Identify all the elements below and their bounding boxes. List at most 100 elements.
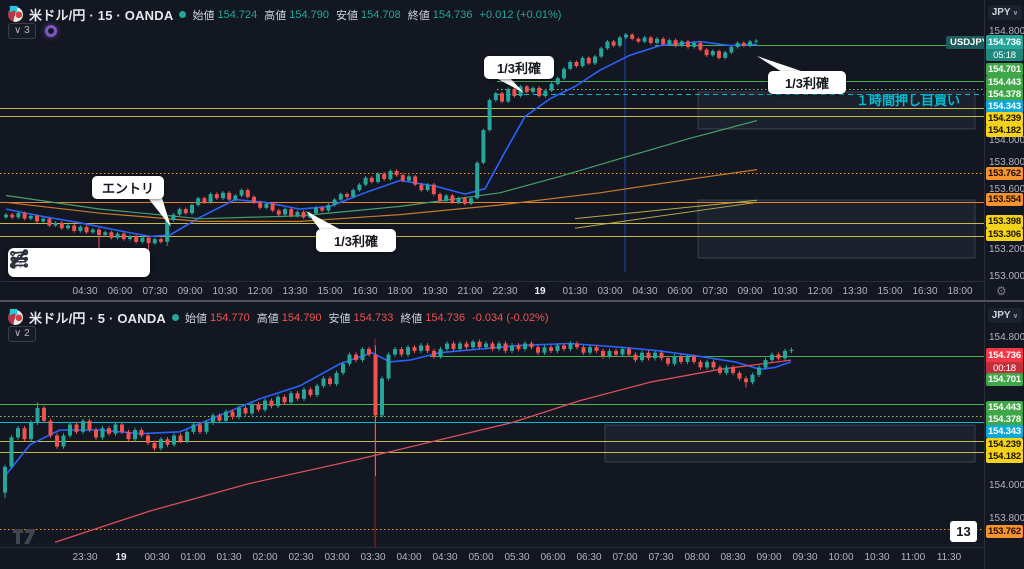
time-tick-label: 07:30 <box>648 552 674 563</box>
candle-body <box>230 411 235 418</box>
candle-body <box>120 424 124 432</box>
price-chart-5m[interactable] <box>0 303 984 547</box>
trend-line-tool-icon[interactable] <box>9 249 48 275</box>
candle-body <box>245 190 250 197</box>
candle-body <box>419 184 424 191</box>
candle-body <box>87 420 92 430</box>
time-tick-label: 19:30 <box>422 286 448 297</box>
horizontal-rays-tool-icon[interactable] <box>10 250 146 275</box>
candle-body <box>183 209 188 214</box>
price-chart-15m[interactable] <box>0 0 984 281</box>
annotation-callout[interactable]: 1/3利確 <box>316 229 396 252</box>
candle-body <box>42 407 46 421</box>
callout-pointer <box>148 198 171 227</box>
candle-body <box>152 239 157 244</box>
currency-unit-button[interactable]: JPY ∨ <box>988 308 1022 323</box>
time-tick-label: 15:00 <box>877 286 903 297</box>
candle-body <box>611 41 616 46</box>
time-tick-label: 18:00 <box>387 286 413 297</box>
candle-body <box>648 37 653 43</box>
currency-unit-button[interactable]: JPY ∨ <box>988 5 1022 20</box>
horizontal-line-tool-icon[interactable] <box>10 251 121 275</box>
candle-body <box>171 214 176 221</box>
callout-pointer <box>496 78 524 93</box>
dip-buy-annotation[interactable]: １時間押し目買い <box>856 93 961 108</box>
price-scale-5m[interactable]: JPY ∨ 154.800 154.000 153.800 154.736 00:18 15… <box>984 303 1024 569</box>
price-tick-label: 154.000 <box>989 135 1024 146</box>
flag-icon[interactable] <box>8 308 19 319</box>
fib-retracement-tool-icon[interactable] <box>10 249 97 275</box>
time-tick-label: 07:30 <box>702 286 728 297</box>
candle-body <box>543 90 548 96</box>
symbol-title[interactable]: 米ドル/円 · 15 · OANDA <box>29 8 174 23</box>
candle-body <box>704 49 709 56</box>
time-tick-label: 18:00 <box>947 286 973 297</box>
annotation-callout[interactable]: 1/3利確 <box>484 56 554 79</box>
market-status-icon <box>179 11 187 18</box>
flag-icon[interactable] <box>8 5 19 16</box>
candle-body <box>4 214 8 218</box>
candle-body <box>735 42 740 47</box>
time-tick-label: 23:30 <box>72 552 98 563</box>
candle-body <box>744 378 748 383</box>
candle-body <box>256 404 261 410</box>
collapse-indicators-button[interactable]: ∨ 2 <box>8 326 36 342</box>
time-tick-label: 05:00 <box>468 552 494 563</box>
candle-body <box>74 424 79 432</box>
supply-demand-box[interactable] <box>697 199 976 259</box>
symbol-title[interactable]: 米ドル/円 · 5 · OANDA <box>29 311 167 326</box>
supply-demand-box[interactable] <box>604 424 976 463</box>
gear-icon[interactable]: ⚙ <box>996 284 1007 298</box>
time-tick-label: 01:00 <box>180 552 206 563</box>
candle-body <box>134 236 139 242</box>
trend-line[interactable] <box>574 201 758 229</box>
ohlc-value: 154.790 <box>289 8 329 21</box>
candle-body <box>438 349 443 357</box>
candle-body <box>178 435 183 441</box>
symbol-price-tag: USDJPY <box>946 36 984 49</box>
candle-body <box>66 225 70 229</box>
candle-body <box>741 42 746 46</box>
ohlc-value: 154.724 <box>217 8 258 21</box>
candle-body <box>380 378 384 416</box>
candle-body <box>484 343 488 348</box>
time-tick-label: 06:00 <box>667 286 693 297</box>
candle-body <box>78 226 83 231</box>
time-axis-5m[interactable]: 23:30 19 00:30 01:00 01:30 02:00 02:30 03:00 03:… <box>0 547 984 569</box>
candle-body <box>518 86 523 96</box>
candle-body <box>653 352 657 359</box>
candle-body <box>400 175 405 181</box>
time-axis-15m[interactable]: 04:30 06:00 07:30 09:00 10:30 12:00 13:30 15:00… <box>0 281 984 302</box>
chart-subheader-5m: ∨ 2 <box>8 326 36 342</box>
candle-body <box>630 34 635 39</box>
trend-line[interactable] <box>574 199 758 220</box>
candle-body <box>536 347 540 353</box>
candle-body <box>53 222 58 226</box>
candle-body <box>326 205 331 211</box>
parallel-trend-tool-icon[interactable] <box>11 249 72 275</box>
collapse-indicators-button[interactable]: ∨ 3 <box>8 23 36 39</box>
price-scale-15m[interactable]: JPY ∨ ⚙ 154.800 154.000 153.800 153.600 153.2… <box>984 0 1024 301</box>
ohlc-label: 安値 <box>335 9 358 22</box>
candle-body <box>139 430 144 436</box>
candle-body <box>399 349 404 355</box>
candle-countdown: 05:18 <box>986 49 1023 61</box>
candle-body <box>458 343 462 349</box>
candle-body <box>121 233 126 240</box>
time-tick-label: 09:00 <box>737 286 763 297</box>
time-tick-label: 22:30 <box>492 286 518 297</box>
time-tick-label: 02:30 <box>288 552 314 563</box>
indicator-plugin-icon[interactable] <box>44 25 57 37</box>
candle-body <box>783 350 787 359</box>
candle-body <box>462 198 467 204</box>
supply-demand-box[interactable] <box>697 91 976 130</box>
candle-body <box>431 184 436 195</box>
pane-divider[interactable] <box>0 300 1024 302</box>
candle-body <box>159 239 163 242</box>
candle-body <box>444 195 449 201</box>
annotation-callout[interactable]: エントリ <box>92 176 164 199</box>
tradingview-logo[interactable] <box>12 527 38 547</box>
time-tick-label: 03:30 <box>360 552 386 563</box>
candle-body <box>360 349 365 360</box>
annotation-callout[interactable]: 1/3利確 <box>768 71 846 94</box>
